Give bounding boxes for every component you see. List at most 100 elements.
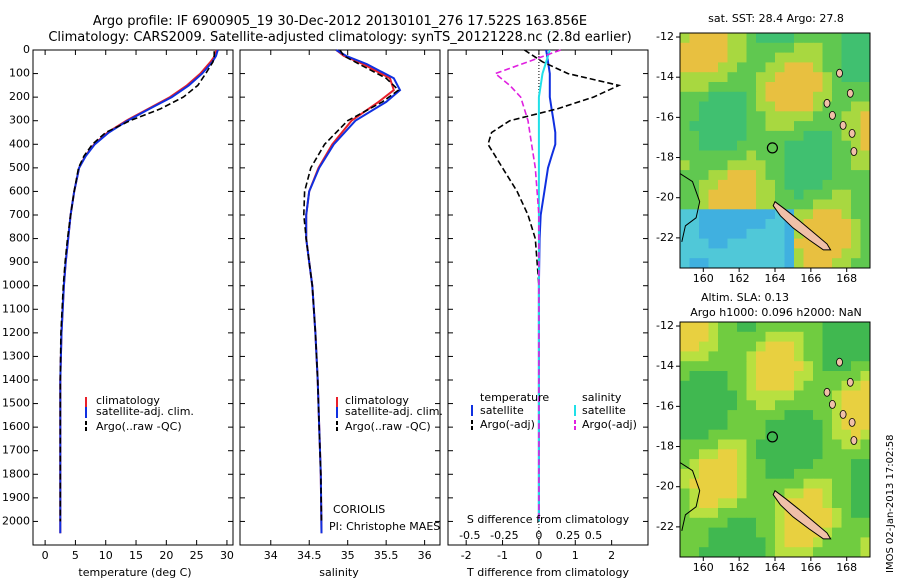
map-cell	[708, 219, 719, 230]
map-cell	[794, 429, 804, 440]
map-cell	[746, 62, 757, 73]
map-cell	[851, 121, 861, 132]
map-cell	[860, 199, 871, 210]
map-cell	[803, 209, 814, 220]
map-cell	[822, 52, 833, 63]
top-tick-label: -0.25	[490, 529, 518, 542]
map-cell	[784, 238, 795, 249]
map-cell	[813, 82, 823, 93]
map-cell	[860, 400, 871, 411]
map-cell	[784, 331, 795, 343]
map-cell	[718, 449, 728, 460]
legend-temp-header: temperature	[480, 391, 549, 404]
map-cell	[756, 228, 766, 240]
map-cell	[756, 91, 766, 103]
map-cell	[708, 150, 719, 161]
map-cell	[746, 72, 757, 83]
map-cell	[794, 130, 804, 142]
map-cell	[822, 42, 833, 54]
map-cell	[756, 361, 766, 372]
map-cell	[832, 517, 842, 529]
map-cell	[784, 380, 795, 392]
lat-tick-label: -14	[656, 359, 674, 372]
map-cell	[727, 459, 738, 470]
map-cell	[756, 400, 766, 411]
map-cell	[746, 380, 757, 392]
map-cell	[689, 150, 700, 161]
map-cell	[794, 52, 804, 63]
map-cell	[756, 150, 766, 161]
map-cell	[841, 371, 852, 382]
map-cell	[708, 228, 719, 240]
map-cell	[689, 390, 700, 401]
map-cell	[746, 258, 757, 269]
y-tick-label: 200	[9, 90, 30, 103]
map-cell	[841, 33, 852, 44]
map-cell	[775, 478, 785, 489]
map-cell	[708, 91, 719, 103]
map-cell	[718, 468, 728, 480]
legend-temp-argo: Argo(-adj)	[480, 418, 535, 431]
map-cell	[851, 371, 861, 382]
map-cell	[775, 400, 785, 411]
map-cell	[727, 419, 738, 431]
map-cell	[794, 410, 804, 421]
map-cell	[832, 361, 842, 372]
map-cell	[765, 140, 776, 151]
map-cell	[727, 527, 738, 538]
map-cell	[784, 33, 795, 44]
map-cell	[794, 459, 804, 470]
map-cell	[841, 380, 852, 392]
map-cell	[746, 508, 757, 519]
island-vanuatu	[823, 387, 831, 397]
map-cell	[756, 449, 766, 460]
map-cell	[689, 547, 700, 558]
map-cell	[699, 331, 709, 343]
map-cell	[784, 419, 795, 431]
map-cell	[784, 488, 795, 499]
map-cell	[803, 258, 814, 269]
map-cell	[727, 508, 738, 519]
map-cell	[813, 459, 823, 470]
map-cell	[822, 179, 833, 191]
map-cell	[832, 248, 842, 259]
difference-legend: temperature salinity satellite satellite…	[471, 391, 637, 431]
map-cell	[803, 449, 814, 460]
map-cell	[689, 42, 700, 54]
map-cell	[813, 341, 823, 352]
map-cell	[794, 537, 804, 548]
map-cell	[737, 160, 747, 171]
map-cell	[813, 140, 823, 151]
map-cell	[775, 419, 785, 431]
y-tick-label: 1600	[2, 420, 30, 433]
map-cell	[689, 228, 700, 240]
map-cell	[841, 209, 852, 220]
map-cell	[841, 111, 852, 122]
legend-temp-sat: satellite	[480, 404, 524, 417]
map-cell	[813, 179, 823, 191]
island-vanuatu	[850, 436, 858, 445]
map-cell	[832, 91, 842, 103]
map-cell	[765, 228, 776, 240]
diff-xlabel: T difference from climatology	[466, 566, 629, 579]
map-cell	[813, 42, 823, 54]
map-cell	[680, 429, 690, 440]
map-cell	[803, 140, 814, 151]
map-cell	[784, 82, 795, 93]
map-cell	[794, 468, 804, 480]
sla-map-label2: Argo h1000: 0.096 h2000: NaN	[690, 306, 862, 319]
map-cell	[813, 371, 823, 382]
map-cell	[794, 361, 804, 372]
map-cell	[689, 82, 700, 93]
map-cell	[794, 170, 804, 181]
map-cell	[851, 248, 861, 259]
map-cell	[680, 322, 690, 333]
y-tick-label: 1300	[2, 349, 30, 362]
map-cell	[841, 400, 852, 411]
map-cell	[803, 91, 814, 103]
map-cell	[822, 478, 833, 489]
map-cell	[851, 380, 861, 392]
map-cell	[794, 160, 804, 171]
map-cell	[822, 361, 833, 372]
map-cell	[841, 508, 852, 519]
